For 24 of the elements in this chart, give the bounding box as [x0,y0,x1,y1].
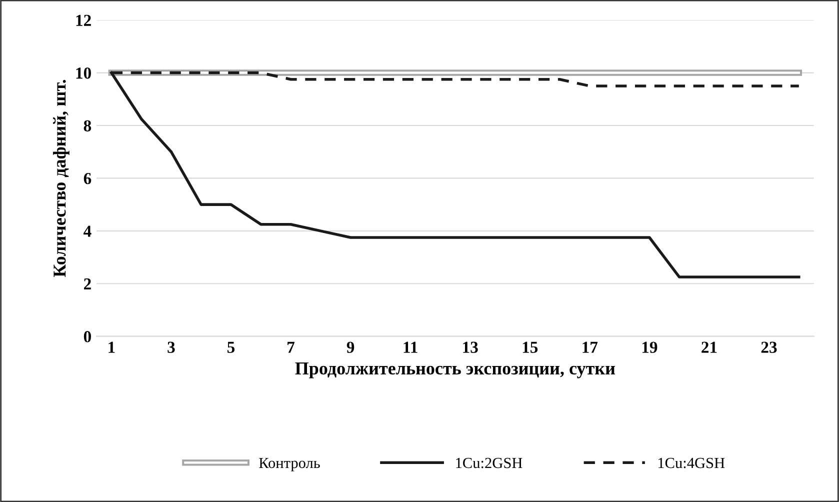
y-tick-label: 12 [76,14,91,26]
x-tick-label: 13 [463,342,478,353]
x-tick-label: 15 [522,342,538,353]
y-tick-label: 4 [84,226,92,237]
legend-label: Контроль [259,458,320,472]
x-tick-label: 7 [288,342,295,353]
x-tick-label: 23 [761,342,777,353]
x-tick-label: 11 [404,342,418,353]
y-tick-label: 2 [84,278,91,290]
y-tick-label: 8 [84,120,92,132]
y-tick-label: 0 [84,331,91,342]
x-tick-label: 9 [346,342,354,353]
x-tick-label: 5 [227,342,235,353]
y-axis-title: Количество дафний, шт. [53,80,70,277]
y-tick-label: 6 [84,172,92,184]
x-tick-label: 3 [168,342,175,353]
x-tick-label: 1 [108,342,115,353]
x-axis-title: Продолжительность экспозиции, сутки [295,362,615,378]
legend-label: 1Cu:4GSH [658,458,725,468]
x-tick-label: 19 [642,342,658,353]
legend-label: 1Cu:2GSH [456,458,522,468]
x-tick-label: 21 [702,342,717,353]
x-tick-label: 17 [582,342,598,353]
y-tick-label: 10 [76,67,91,79]
